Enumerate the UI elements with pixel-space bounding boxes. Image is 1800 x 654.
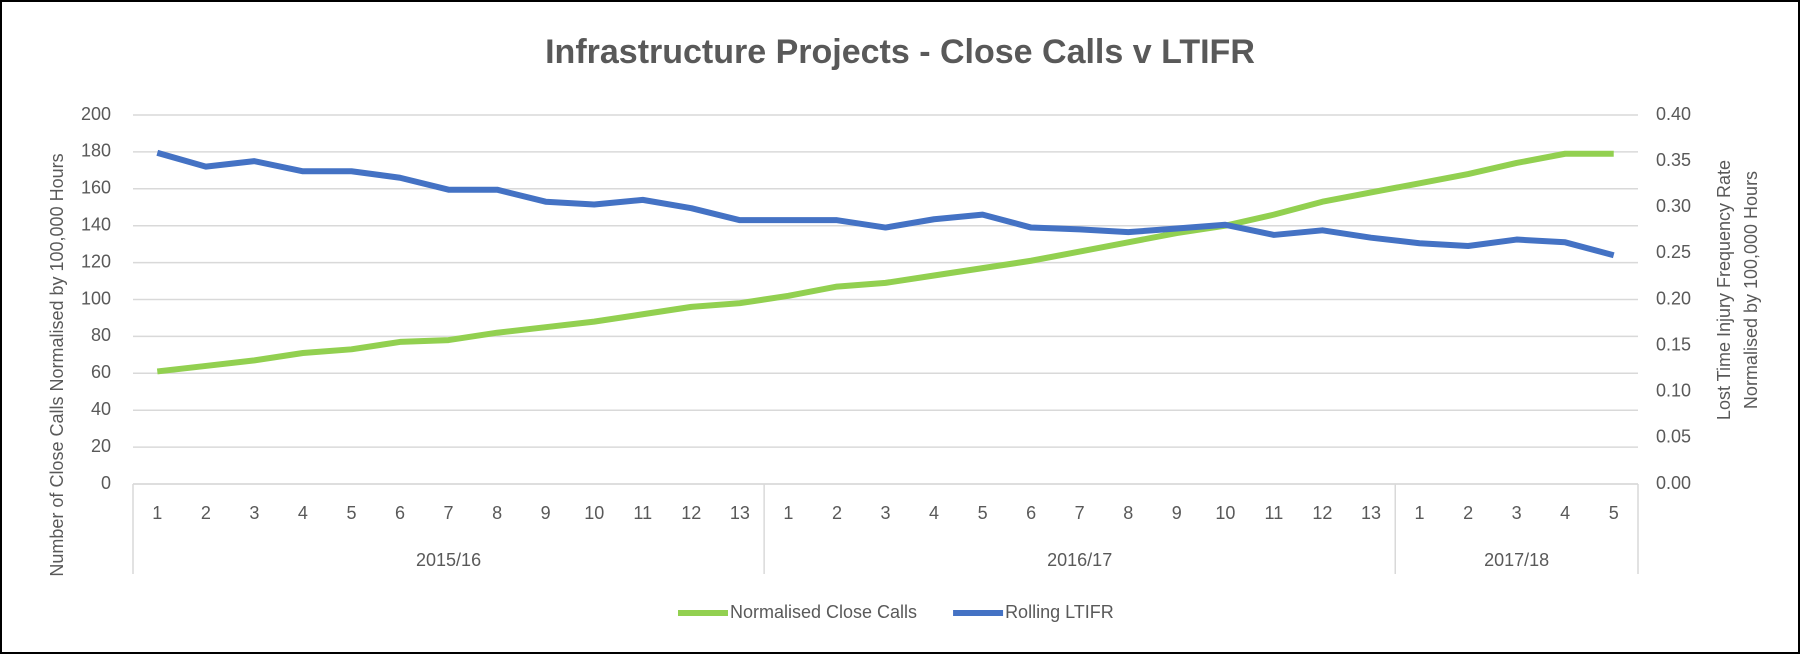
x-tick-label: 6 xyxy=(395,503,405,523)
y-axis-title: Number of Close Calls Normalised by 100,… xyxy=(47,153,67,576)
x-tick-label: 10 xyxy=(584,503,604,523)
x-tick-label: 4 xyxy=(929,503,939,523)
y2-axis-title: Lost Time Injury Frequency Rate xyxy=(1714,160,1734,420)
y-tick-label: 200 xyxy=(81,104,111,124)
x-tick-label: 7 xyxy=(1075,503,1085,523)
y-tick-label: 120 xyxy=(81,251,111,271)
y2-tick-label: 0.25 xyxy=(1656,242,1691,262)
x-tick-label: 11 xyxy=(1265,503,1284,523)
x-tick-label: 7 xyxy=(444,503,454,523)
y-tick-label: 140 xyxy=(81,214,111,234)
y2-tick-label: 0.20 xyxy=(1656,288,1691,308)
chart-title: Infrastructure Projects - Close Calls v … xyxy=(545,33,1255,71)
x-tick-label: 5 xyxy=(978,503,988,523)
y-tick-label: 20 xyxy=(91,436,111,456)
y2-axis-title: Normalised by 100,000 Hours xyxy=(1741,171,1761,409)
x-tick-label: 11 xyxy=(633,503,652,523)
x-tick-label: 12 xyxy=(681,503,701,523)
y2-tick-label: 0.10 xyxy=(1656,381,1691,401)
y-tick-label: 100 xyxy=(81,288,111,308)
x-tick-label: 9 xyxy=(541,503,551,523)
x-tick-label: 4 xyxy=(298,503,308,523)
x-tick-label: 8 xyxy=(1123,503,1133,523)
series-line xyxy=(156,149,1615,259)
legend-label: Rolling LTIFR xyxy=(1005,602,1114,622)
series-line xyxy=(156,150,1614,375)
y2-tick-label: 0.35 xyxy=(1656,150,1691,170)
y-tick-label: 60 xyxy=(91,362,111,382)
x-tick-label: 13 xyxy=(730,503,750,523)
x-tick-label: 6 xyxy=(1026,503,1036,523)
x-tick-label: 1 xyxy=(783,503,793,523)
x-tick-label: 3 xyxy=(880,503,890,523)
x-tick-label: 2 xyxy=(1463,503,1473,523)
x-tick-label: 12 xyxy=(1312,503,1332,523)
legend-label: Normalised Close Calls xyxy=(730,602,917,622)
x-tick-label: 10 xyxy=(1215,503,1235,523)
y2-tick-label: 0.30 xyxy=(1656,196,1691,216)
y2-tick-label: 0.00 xyxy=(1656,473,1691,493)
x-tick-label: 3 xyxy=(249,503,259,523)
x-tick-label: 4 xyxy=(1560,503,1570,523)
group-label: 2017/18 xyxy=(1484,550,1549,570)
x-tick-label: 3 xyxy=(1512,503,1522,523)
x-tick-label: 5 xyxy=(346,503,356,523)
y-tick-label: 0 xyxy=(101,473,111,493)
group-label: 2016/17 xyxy=(1047,550,1112,570)
group-label: 2015/16 xyxy=(416,550,481,570)
x-tick-label: 8 xyxy=(492,503,502,523)
y2-tick-label: 0.15 xyxy=(1656,334,1691,354)
x-tick-label: 9 xyxy=(1172,503,1182,523)
x-tick-label: 2 xyxy=(201,503,211,523)
x-tick-label: 5 xyxy=(1609,503,1619,523)
y-tick-label: 160 xyxy=(81,178,111,198)
y-tick-label: 180 xyxy=(81,141,111,161)
x-tick-label: 1 xyxy=(1415,503,1425,523)
x-tick-label: 13 xyxy=(1361,503,1381,523)
y-tick-label: 80 xyxy=(91,325,111,345)
y2-tick-label: 0.40 xyxy=(1656,104,1691,124)
x-tick-label: 1 xyxy=(152,503,162,523)
y-tick-label: 40 xyxy=(91,399,111,419)
y2-tick-label: 0.05 xyxy=(1656,427,1691,447)
x-tick-label: 2 xyxy=(832,503,842,523)
